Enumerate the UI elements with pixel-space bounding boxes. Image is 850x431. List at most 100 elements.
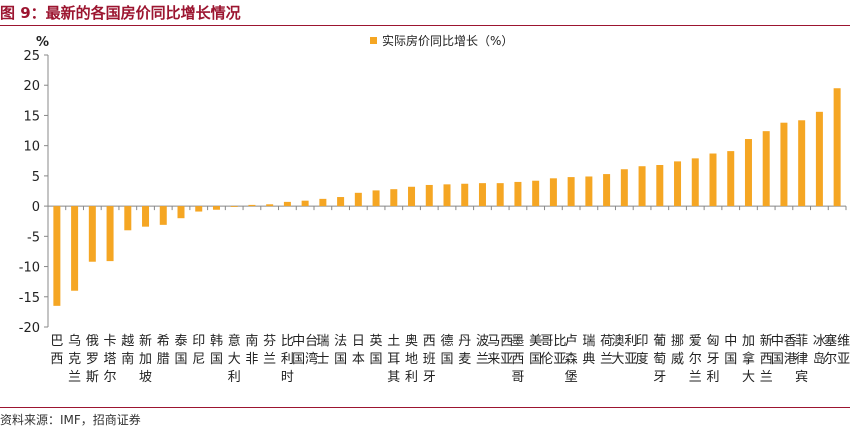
bar: [301, 200, 309, 207]
x-tick-label: 葡萄牙: [653, 334, 666, 385]
bar: [319, 198, 327, 207]
x-tick-label: 韩国: [210, 334, 223, 367]
x-tick-label: 德国: [440, 334, 453, 367]
x-tick-label: 中国台湾: [292, 334, 318, 367]
y-tick-label: -15: [19, 291, 40, 306]
bar: [638, 166, 646, 207]
y-tick-label: -5: [27, 230, 40, 245]
bar: [425, 184, 433, 207]
bar: [567, 177, 575, 207]
y-tick-label: -20: [19, 321, 40, 336]
bar: [159, 206, 167, 225]
x-tick-label: 芬兰: [263, 334, 276, 367]
y-tick-label: 20: [23, 79, 40, 94]
x-tick-label: 泰国: [174, 334, 187, 367]
bar: [620, 169, 628, 207]
x-tick-label: 卢森堡: [565, 333, 578, 385]
bar: [248, 204, 256, 207]
x-tick-label: 越南: [121, 334, 134, 367]
x-tick-label: 冰岛: [813, 334, 826, 367]
x-tick-label: 新加坡: [139, 333, 152, 385]
x-tick-label: 新西兰: [760, 333, 773, 385]
x-tick-label: 丹麦: [458, 334, 471, 367]
x-tick-label: 匈牙利: [706, 334, 719, 385]
x-tick-label: 奥地利: [405, 334, 418, 385]
bar: [744, 139, 752, 207]
y-tick-label: 25: [23, 49, 40, 64]
bar: [780, 122, 788, 207]
x-tick-label: 比利时: [281, 334, 294, 385]
x-tick-label: 意大利: [228, 333, 241, 385]
x-tick-label: 墨西哥: [511, 334, 524, 385]
x-tick-label: 巴西: [50, 334, 63, 367]
y-tick-label: 0: [32, 200, 40, 215]
x-tick-label: 中国: [724, 334, 737, 367]
y-axis-label: %: [36, 35, 49, 50]
x-tick-label: 挪威: [671, 334, 684, 367]
bar: [443, 184, 451, 207]
bar: [514, 181, 522, 207]
bar: [283, 201, 291, 207]
y-tick-label: 15: [23, 109, 40, 124]
x-tick-label: 日本: [352, 334, 365, 367]
bar: [372, 190, 380, 207]
x-tick-label: 西班牙: [423, 334, 436, 385]
bar: [230, 206, 238, 207]
bars: [53, 88, 841, 306]
bar: [815, 111, 823, 207]
bar: [585, 176, 593, 207]
x-tick-label: 法国: [334, 334, 347, 367]
x-tick-label: 瑞典: [582, 334, 595, 367]
x-tick-label: 希腊: [157, 334, 170, 367]
x-tick-label: 印度: [636, 334, 649, 367]
x-tick-labels: 巴西乌克兰俄罗斯卡塔尔越南新加坡希腊泰国印尼韩国意大利南非芬兰比利时中国台湾瑞士…: [50, 333, 850, 385]
source-note: 资料来源：IMF，招商证券: [0, 413, 141, 427]
bar: [124, 206, 132, 231]
bar: [461, 183, 469, 207]
legend: 实际房价同比增长（%）: [370, 33, 513, 48]
x-tick-label: 印尼: [192, 334, 205, 367]
title-rule: [0, 25, 850, 26]
x-tick-label: 菲律宾: [795, 334, 808, 385]
x-tick-label: 南非: [245, 333, 258, 367]
bar: [53, 206, 61, 306]
x-tick-label: 爱尔兰: [689, 334, 702, 385]
x-tick-label: 加拿大: [742, 334, 755, 385]
y-tick-label: 10: [23, 140, 40, 155]
bar: [106, 206, 114, 262]
y-tick-label: -10: [19, 261, 40, 276]
bar: [142, 206, 150, 227]
bar: [833, 88, 841, 207]
x-tick-label: 马来西亚: [487, 334, 513, 367]
bar: [762, 131, 770, 207]
bar: [212, 206, 220, 210]
bar: [532, 180, 540, 207]
bar: [727, 151, 735, 207]
x-tick-label: 卡塔尔: [104, 334, 117, 385]
bar: [195, 206, 203, 212]
bar: [177, 206, 185, 219]
bar: [71, 206, 79, 291]
bar: [691, 158, 699, 207]
bar: [354, 192, 362, 207]
bar: [496, 183, 504, 207]
x-tick-label: 塞尔维亚: [824, 333, 850, 367]
x-tick-label: 瑞士: [316, 334, 329, 367]
bar-chart: -20 -15 -10 -5 0 5 10 15 20 25 巴西乌克兰俄罗斯卡塔尔越南新加坡希腊…: [19, 33, 850, 385]
bar: [674, 161, 682, 207]
y-tick-label: 5: [32, 170, 40, 185]
bar: [798, 120, 806, 207]
bar: [337, 197, 345, 207]
x-tick-label: 乌克兰: [68, 333, 81, 385]
bar: [408, 186, 416, 207]
bar: [656, 165, 664, 207]
x-tick-label: 英国: [370, 334, 383, 367]
x-tick-label: 波兰: [476, 334, 489, 367]
x-tick-label: 俄罗斯: [86, 334, 99, 385]
bar: [549, 178, 557, 207]
bar: [88, 206, 96, 262]
x-tick-label: 土耳其: [387, 334, 400, 385]
bar: [709, 153, 717, 207]
legend-label: 实际房价同比增长（%）: [382, 33, 513, 48]
x-tick-label: 哥伦比亚: [540, 334, 566, 367]
